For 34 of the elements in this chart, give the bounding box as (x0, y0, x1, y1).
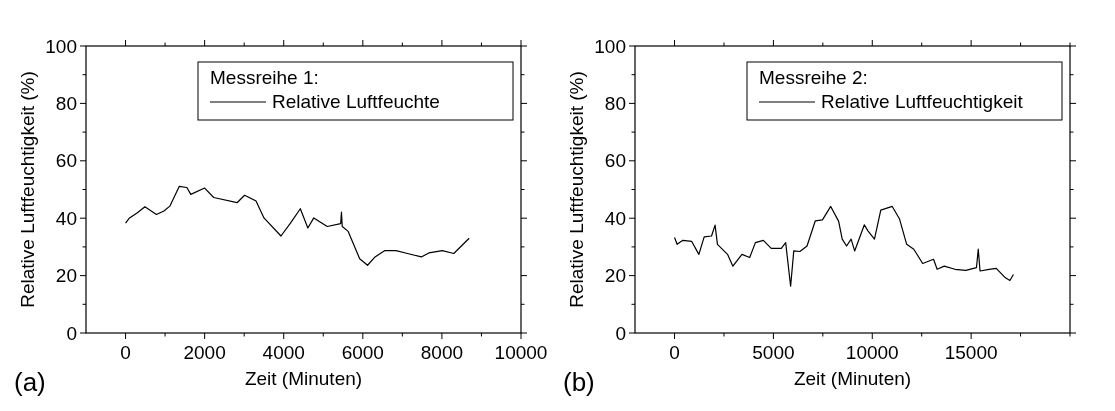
y-tick-label: 40 (604, 207, 626, 229)
x-tick-label: 10000 (845, 342, 899, 363)
x-tick-label: 15000 (944, 342, 998, 363)
y-axis-title: Relative Luftfeuchtigkeit (%) (17, 71, 38, 308)
x-axis-title: Zeit (Minuten) (793, 368, 912, 389)
x-tick-label: 6000 (341, 342, 384, 363)
legend-label: Relative Luftfeuchtigkeit (821, 91, 1024, 112)
x-axis-title: Zeit (Minuten) (244, 368, 363, 389)
y-tick-label: 0 (615, 322, 626, 344)
x-tick-label: 2000 (183, 342, 226, 363)
legend-title: Messreihe 2: (759, 67, 868, 88)
legend-title: Messreihe 1: (210, 67, 319, 88)
y-tick-label: 60 (55, 150, 77, 172)
x-tick-label: 0 (120, 342, 131, 363)
text: (a) (14, 367, 46, 397)
text: (b) (563, 367, 595, 397)
y-tick-label: 0 (66, 322, 77, 344)
y-tick-label: 80 (55, 93, 77, 115)
legend-label: Relative Luftfeuchte (272, 91, 440, 112)
x-tick-label: 4000 (262, 342, 305, 363)
y-tick-label: 20 (604, 265, 626, 287)
y-tick-label: 40 (55, 207, 77, 229)
x-tick-label: 10000 (494, 342, 548, 363)
x-tick-label: 8000 (420, 342, 464, 363)
line-series (673, 205, 1015, 287)
x-tick-label: 5000 (752, 342, 795, 363)
y-axis-title: Relative Luftfeuchtigkeit (%) (566, 71, 587, 308)
y-tick-label: 80 (604, 93, 626, 115)
y-tick-label: 60 (604, 150, 626, 172)
y-tick-label: 100 (594, 35, 626, 57)
line-series (124, 185, 470, 266)
x-tick-label: 0 (669, 342, 680, 363)
y-tick-label: 100 (45, 35, 77, 57)
y-tick-label: 20 (55, 265, 77, 287)
